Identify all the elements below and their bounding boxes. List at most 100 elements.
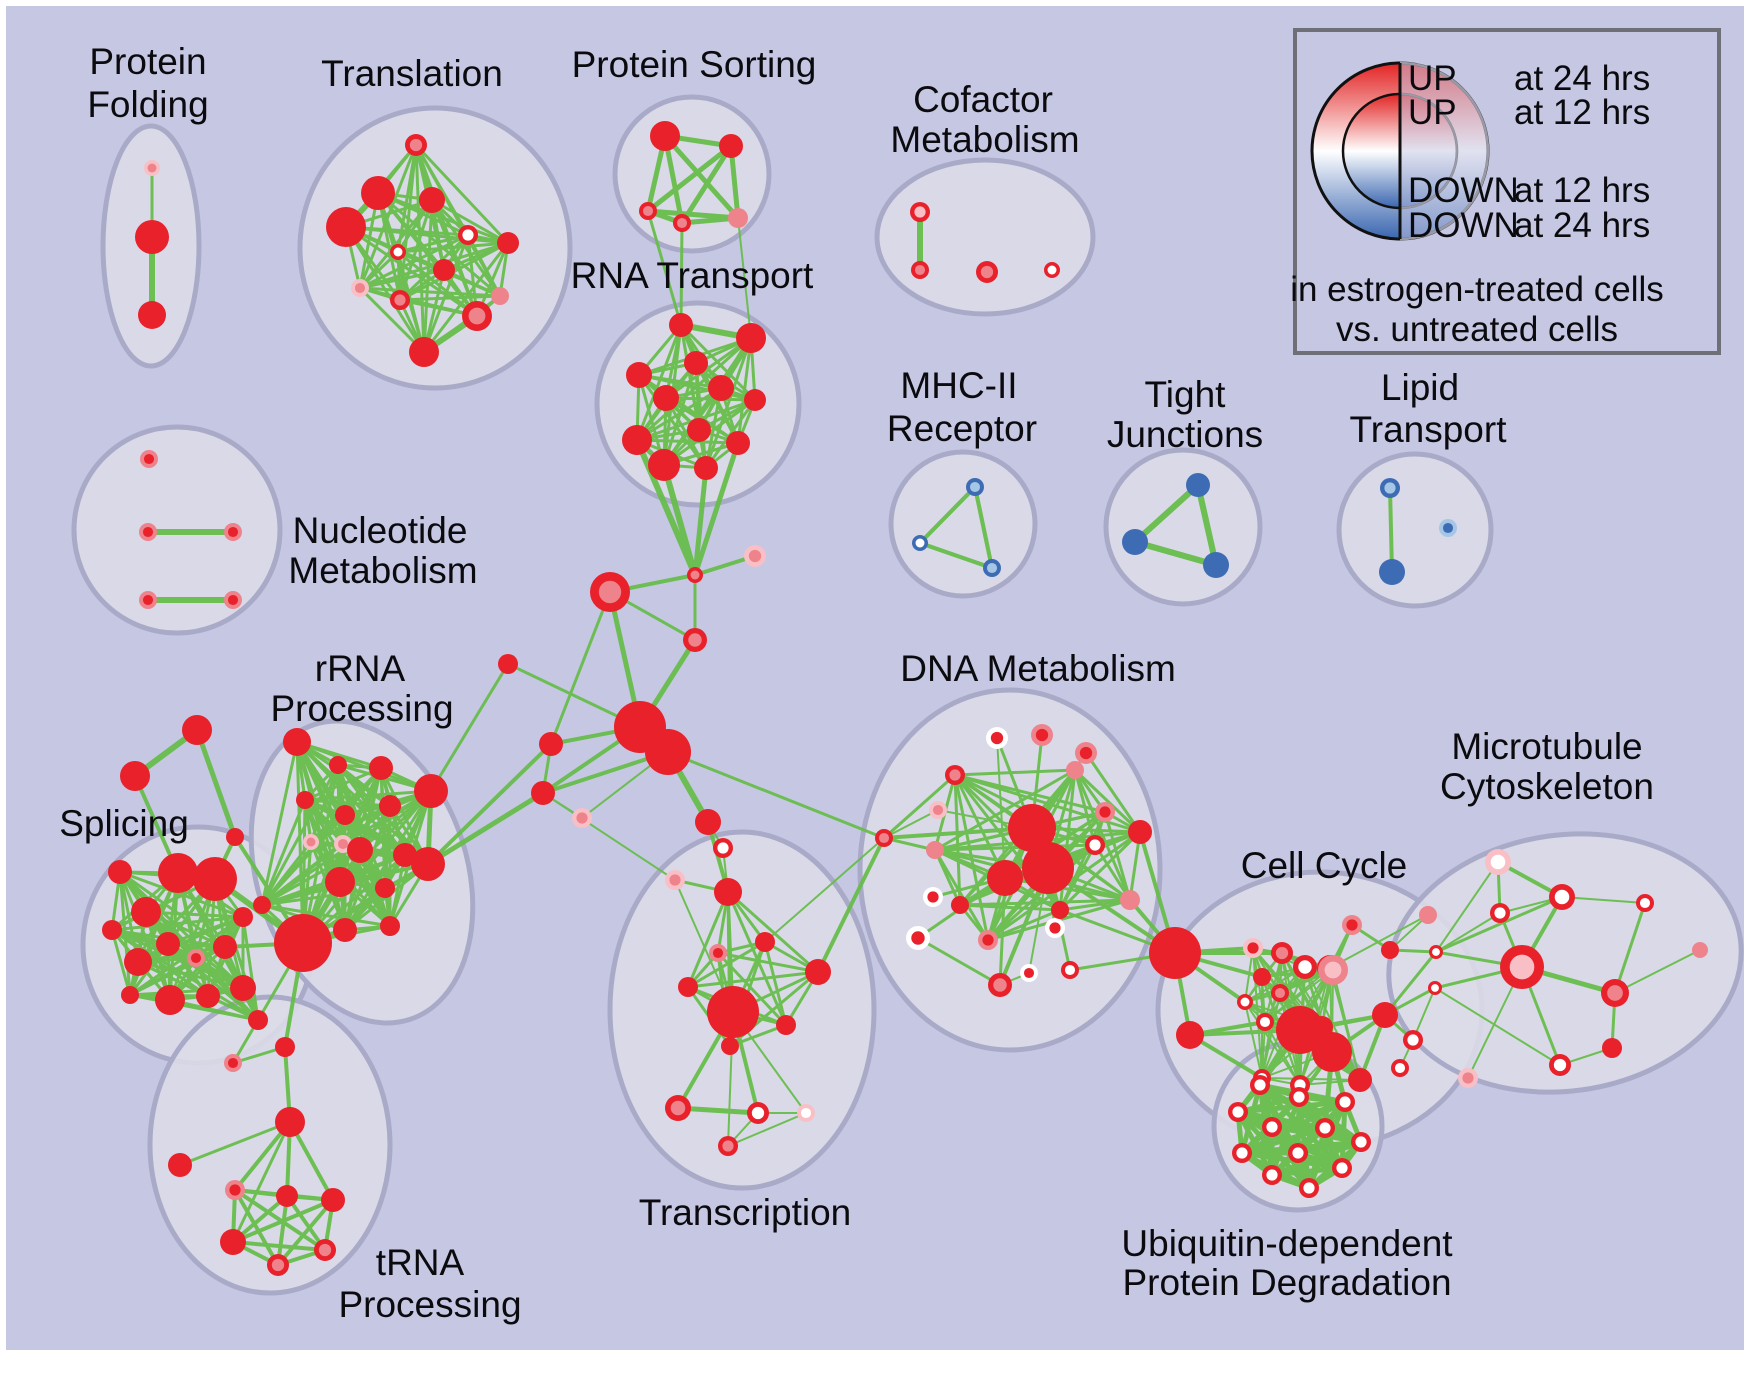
node-ps-1[interactable] [719,134,743,158]
node-trna-8[interactable] [275,1037,295,1057]
node-dna-7[interactable] [1022,842,1074,894]
node-dna-5[interactable] [926,841,944,859]
node-dna-6[interactable] [1008,804,1056,852]
node-spl-1[interactable] [120,761,150,791]
node-spl-9[interactable] [156,932,180,956]
node-cc-14[interactable] [1372,1002,1398,1028]
node-trna-0[interactable] [275,1107,305,1137]
node-spl-0[interactable] [182,715,212,745]
node-rrna-15[interactable] [380,916,400,936]
node-rrna-4[interactable] [335,805,355,825]
node-tj-0[interactable] [1186,473,1210,497]
node-tr-12[interactable] [491,287,509,305]
node-mid-7[interactable] [531,781,555,805]
node-mid-5[interactable] [645,729,691,775]
node-tr-11[interactable] [497,232,519,254]
node-spl-17[interactable] [248,1010,268,1030]
node-dna-9[interactable] [951,896,969,914]
node-rrna-9[interactable] [347,837,373,863]
node-rrna-16[interactable] [274,914,332,972]
node-rt-0[interactable] [669,313,693,337]
node-cc-10[interactable] [1276,1006,1324,1054]
node-mt-6[interactable] [1692,942,1708,958]
node-spl-7[interactable] [102,920,122,940]
node-spl-14[interactable] [196,984,220,1008]
node-pf-2[interactable] [138,301,166,329]
node-rt-5[interactable] [708,375,734,401]
node-rt-11[interactable] [694,456,718,480]
node-tr-2[interactable] [419,187,445,213]
node-mid-6[interactable] [539,732,563,756]
node-rt-10[interactable] [648,449,680,481]
node-spl-3[interactable] [108,860,132,884]
node-cc-22[interactable] [1381,941,1399,959]
node-trna-3[interactable] [276,1185,298,1207]
node-rrna-3[interactable] [414,774,448,808]
node-mid-9[interactable] [498,654,518,674]
node-cc-20[interactable] [1419,906,1437,924]
node-tj-2[interactable] [1203,552,1229,578]
node-spl-13[interactable] [155,985,185,1015]
node-rrna-17[interactable] [253,896,271,914]
node-trx-2[interactable] [755,932,775,952]
node-ps-0[interactable] [650,121,680,151]
node-mid-10[interactable] [695,809,721,835]
node-rrna-1[interactable] [329,756,347,774]
node-rt-1[interactable] [736,323,766,353]
node-cc-6[interactable] [1253,968,1271,986]
node-trna-4[interactable] [321,1188,345,1212]
node-pf-1[interactable] [135,220,169,254]
node-rrna-12[interactable] [375,878,395,898]
node-spl-12[interactable] [233,907,253,927]
node-dna-17[interactable] [1128,820,1152,844]
node-dna-19[interactable] [1120,890,1140,910]
node-rrna-14[interactable] [333,918,357,942]
node-rrna-6[interactable] [379,795,401,817]
node-trx-1[interactable] [714,878,742,906]
node-rrna-0[interactable] [283,728,311,756]
node-rt-2[interactable] [684,351,708,375]
node-spl-16[interactable] [121,986,139,1004]
node-trna-5[interactable] [220,1229,246,1255]
node-rt-6[interactable] [744,389,766,411]
node-rt-4[interactable] [653,385,679,411]
node-spl-2[interactable] [226,828,244,846]
node-cc-11[interactable] [1312,1032,1352,1072]
node-trna-1[interactable] [168,1153,192,1177]
node-dna-8[interactable] [987,860,1023,896]
node-rt-9[interactable] [726,431,750,455]
node-trx-4[interactable] [678,977,698,997]
node-mt-8[interactable] [1602,1038,1622,1058]
node-spl-15[interactable] [230,975,256,1001]
node-tr-1[interactable] [361,176,395,210]
node-rt-8[interactable] [687,418,711,442]
node-rrna-10[interactable] [393,843,417,867]
node-spl-11[interactable] [213,935,237,959]
node-rrna-5[interactable] [296,791,314,809]
node-spl-8[interactable] [124,948,152,976]
node-rrna-13[interactable] [411,847,445,881]
node-spl-6[interactable] [193,857,237,901]
node-cc-16[interactable] [1348,1068,1372,1092]
node-tj-1[interactable] [1122,529,1148,555]
node-tr-3[interactable] [326,207,366,247]
node-trx-6[interactable] [707,986,759,1038]
node-spl-5[interactable] [158,853,198,893]
node-trx-7[interactable] [776,1015,796,1035]
node-cc-0[interactable] [1149,927,1201,979]
node-ps-4[interactable] [728,208,748,228]
node-cc-1[interactable] [1176,1021,1204,1049]
node-tr-10[interactable] [409,337,439,367]
node-rt-3[interactable] [626,362,652,388]
node-cc-12[interactable] [1311,1016,1333,1038]
node-rt-7[interactable] [622,425,652,455]
node-dna-14[interactable] [1051,901,1069,919]
node-dna-18[interactable] [1066,761,1084,779]
node-trx-8[interactable] [721,1037,739,1055]
node-rrna-11[interactable] [325,867,355,897]
node-trx-5[interactable] [805,959,831,985]
node-tr-6[interactable] [433,259,455,281]
node-spl-4[interactable] [131,897,161,927]
node-lt-1[interactable] [1379,559,1405,585]
node-rrna-2[interactable] [369,756,393,780]
